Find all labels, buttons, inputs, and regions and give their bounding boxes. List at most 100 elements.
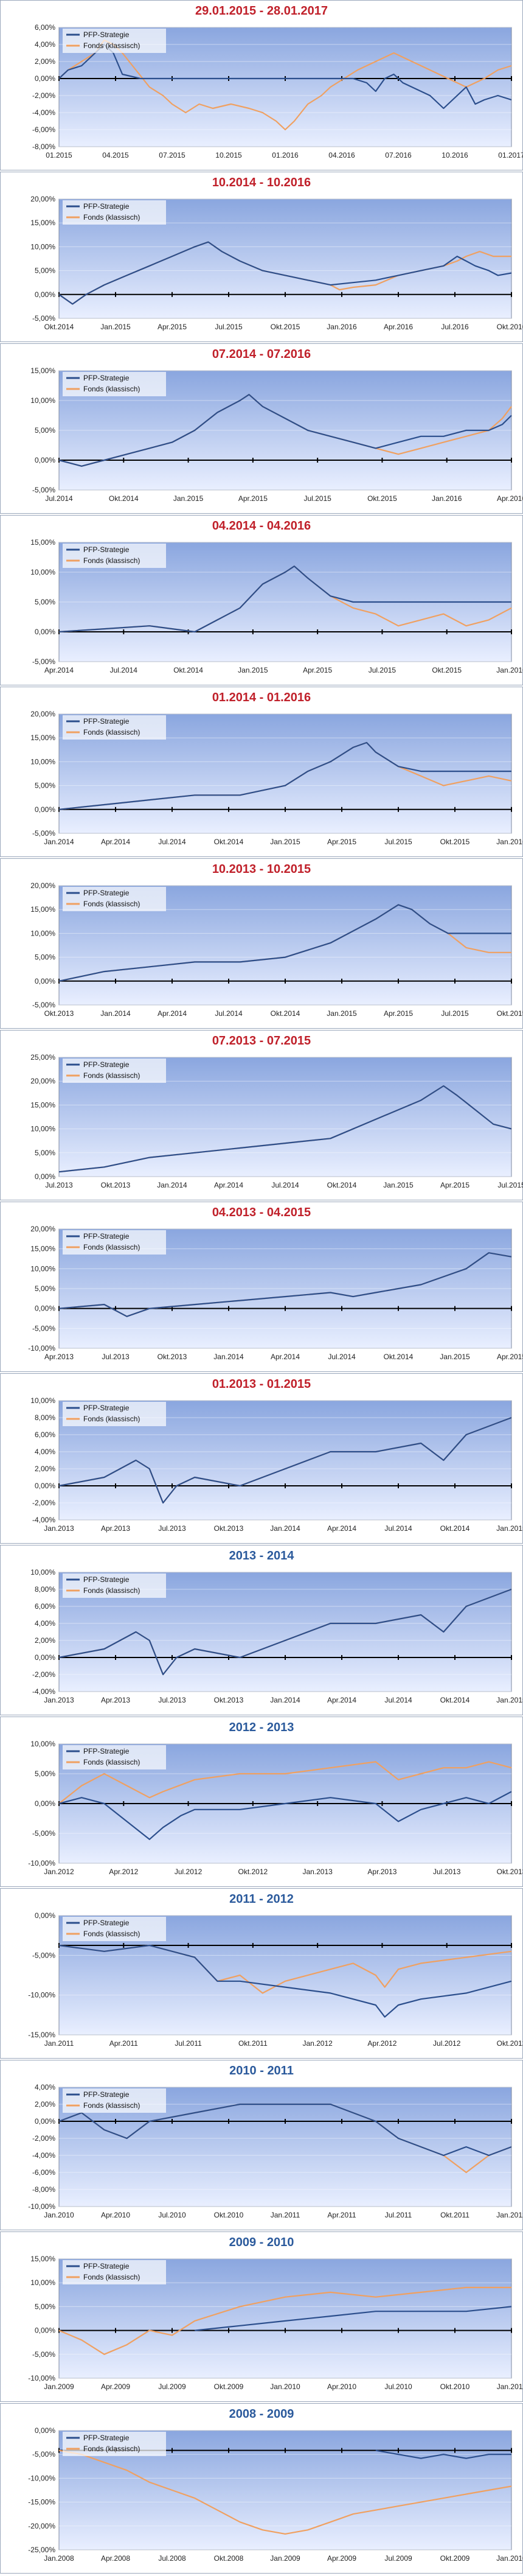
x-tick-label: 01.2017 [498, 151, 523, 159]
chart-panel: 01.2013 - 01.2015 10,00% 8,00% 6,00% 4,00% 2,… [0, 1373, 523, 1544]
x-tick-label: Apr.2009 [327, 2554, 356, 2563]
chart-svg: 10,00% 5,00% 0,00% -5,00% -10,00%Jan.2012 Apr… [28, 1740, 523, 1876]
legend: PFP-Strategie Fonds (klassisch) [63, 1917, 166, 1941]
x-tick-label: 10.2015 [215, 151, 242, 159]
legend-label-pfp: PFP-Strategie [83, 2262, 130, 2270]
x-tick-label: Apr.2014 [271, 1353, 300, 1361]
legend-label-pfp: PFP-Strategie [83, 1747, 130, 1755]
x-tick-label: Okt.2014 [440, 1524, 470, 1533]
legend-background [63, 29, 166, 53]
chart-title: 01.2013 - 01.2015 [212, 1377, 311, 1391]
x-tick-label: Jan.2014 [157, 1181, 187, 1189]
x-tick-label: Jan.2010 [44, 2211, 74, 2219]
chart-svg: 15,00%10,00%5,00%0,00%-5,00%-10,00%Jan.2… [28, 2255, 523, 2391]
series-line-pfp-strategie [58, 1944, 512, 2018]
x-tick-label: Okt.2015 [497, 1009, 523, 1018]
x-tick-label: Jul.2015 [369, 666, 397, 674]
series-line-pfp-strategie [375, 2449, 511, 2459]
legend: PFP-Strategie Fonds (klassisch) [63, 2260, 166, 2284]
chart-svg: 6,00% 4,00% 2,00% 0,00% -2,00% -4,00% -6,00% -8… [32, 23, 523, 159]
legend-background [63, 200, 166, 225]
x-tick-label: Jul.2010 [158, 2211, 186, 2219]
y-tick-label: 0,00% [35, 977, 55, 985]
y-tick-label: 6,00% [35, 23, 55, 32]
x-tick-label: Jul.2014 [158, 838, 186, 846]
legend: PFP-Strategie Fonds (klassisch) [63, 544, 166, 568]
series-line-pfp-strategie [58, 394, 512, 467]
legend-label-fonds: Fonds (klassisch) [83, 2445, 140, 2453]
x-tick-label: Apr.2012 [109, 1867, 138, 1876]
chart-title: 04.2013 - 04.2015 [212, 1206, 311, 1219]
legend-label-pfp: PFP-Strategie [83, 2434, 130, 2442]
y-tick-label: 10,00% [30, 757, 55, 766]
x-tick-label: Jul.2012 [175, 1867, 203, 1876]
chart-svg: 15,00% 10,00% 5,00% 0,00% -5,00%Jul.2014 Okt.… [30, 366, 523, 503]
y-tick-label: -4,00% [32, 1687, 55, 1696]
series-line-pfp-strategie [195, 2306, 512, 2331]
x-tick-label: Jan.2016 [496, 838, 523, 846]
x-tick-label: Jan.2014 [44, 838, 74, 846]
x-tick-label: Jan.2013 [302, 1867, 333, 1876]
x-tick-label: Jan.2014 [270, 1524, 300, 1533]
x-tick-label: Jul.2013 [158, 1696, 186, 1704]
y-tick-label: -2,00% [32, 1499, 55, 1507]
chart-panel: 07.2014 - 07.2016 15,00% 10,00% 5,00% 0,00% -… [0, 343, 523, 514]
x-tick-label: Jul.2013 [45, 1181, 73, 1189]
y-tick-label: 0,00% [35, 2326, 55, 2335]
y-tick-label: 20,00% [30, 710, 55, 718]
x-tick-label: Okt.2012 [497, 2039, 523, 2048]
legend-label-fonds: Fonds (klassisch) [83, 1586, 140, 1595]
x-tick-label: Apr.2015 [384, 1009, 413, 1018]
legend-label-pfp: PFP-Strategie [83, 1575, 130, 1584]
x-tick-label: Jan.2016 [327, 323, 357, 331]
y-tick-label: 0,00% [35, 1653, 55, 1662]
y-tick-label: 20,00% [30, 1077, 55, 1085]
x-tick-label: Jan.2012 [44, 1867, 74, 1876]
x-tick-label: Apr.2013 [44, 1353, 74, 1361]
x-tick-label: Okt.2014 [44, 323, 74, 331]
x-tick-label: Okt.2014 [440, 1696, 470, 1704]
x-tick-label: Jul.2013 [102, 1353, 130, 1361]
legend-background [63, 887, 166, 911]
x-tick-label: Okt.2011 [440, 2211, 469, 2219]
y-tick-label: 15,00% [30, 1245, 55, 1253]
x-tick-label: Jan.2015 [270, 838, 300, 846]
y-tick-label: -5,00% [32, 1951, 55, 1959]
legend-label-fonds: Fonds (klassisch) [83, 41, 140, 50]
x-tick-label: Apr.2014 [158, 1009, 187, 1018]
x-tick-label: Okt.2009 [214, 2382, 244, 2391]
y-tick-label: 5,00% [35, 1769, 55, 1778]
y-tick-label: -15,00% [28, 2498, 55, 2507]
x-tick-label: Apr.2011 [327, 2211, 356, 2219]
x-tick-label: Apr.2014 [214, 1181, 243, 1189]
y-tick-label: 2,00% [35, 1636, 55, 1645]
legend-label-pfp: PFP-Strategie [83, 1060, 130, 1069]
legend-label-pfp: PFP-Strategie [83, 1232, 130, 1241]
x-tick-label: 04.2016 [328, 151, 355, 159]
y-tick-label: 5,00% [35, 267, 55, 275]
y-tick-label: -4,00% [32, 108, 55, 117]
x-tick-label: Jul.2009 [158, 2382, 186, 2391]
x-tick-label: Jan.2008 [44, 2554, 74, 2563]
legend-label-fonds: Fonds (klassisch) [83, 900, 140, 908]
x-tick-label: Apr.2013 [101, 1696, 130, 1704]
x-tick-label: Apr.2009 [101, 2382, 130, 2391]
x-tick-label: Jan.2016 [496, 666, 523, 674]
y-tick-label: 15,00% [30, 538, 55, 547]
x-tick-label: Jan.2015 [496, 1524, 523, 1533]
y-tick-label: 0,00% [35, 2426, 55, 2435]
series-line-pfp-strategie [58, 741, 511, 810]
y-tick-label: -2,00% [32, 1670, 55, 1679]
x-tick-label: Jan.2010 [270, 2382, 300, 2391]
y-tick-label: -10,00% [28, 1991, 55, 2000]
x-tick-label: Okt.2015 [440, 838, 470, 846]
x-tick-label: Okt.2013 [214, 1524, 244, 1533]
x-tick-label: Okt.2010 [440, 2382, 470, 2391]
series-line-pfp-strategie [58, 1588, 512, 1676]
x-tick-label: Okt.2012 [238, 1867, 268, 1876]
x-tick-label: Jul.2015 [497, 1181, 523, 1189]
y-tick-label: 0,00% [35, 1172, 55, 1181]
x-tick-label: Okt.2014 [327, 1181, 357, 1189]
x-tick-label: Apr.2015 [158, 323, 187, 331]
y-tick-label: 15,00% [30, 366, 55, 375]
